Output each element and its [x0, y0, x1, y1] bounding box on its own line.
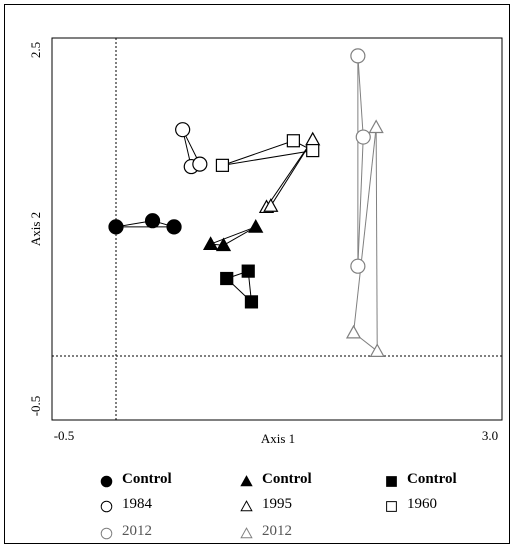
- legend-symbol-square: [386, 501, 397, 512]
- data-point-triangle: [369, 343, 385, 357]
- reference-lines: [52, 38, 502, 420]
- connection-line: [357, 137, 364, 267]
- y-tick-label-min: -0.5: [28, 396, 43, 417]
- legend-marker: [386, 501, 397, 512]
- y-axis-label: Axis 2: [28, 212, 43, 246]
- data-point-triangle: [248, 219, 264, 233]
- legend-marker: [240, 475, 253, 487]
- legend-marker: [386, 476, 397, 487]
- legend-marker: [100, 475, 113, 488]
- data-points: [108, 48, 385, 357]
- data-point-triangle: [215, 237, 232, 252]
- x-axis-label: Axis 1: [261, 431, 295, 446]
- figure-frame: [4, 4, 510, 544]
- x-tick-label-max: 3.0: [482, 428, 498, 443]
- legend-symbol-circle: [100, 527, 113, 540]
- data-point-circle: [166, 219, 182, 235]
- data-point-square: [241, 264, 255, 278]
- connection-line: [353, 127, 377, 333]
- connection-line: [222, 140, 294, 166]
- connection-line: [210, 226, 256, 245]
- connection-line: [266, 139, 314, 208]
- legend-label: Control: [407, 471, 457, 487]
- x-tick-label-min: -0.5: [54, 428, 75, 443]
- legend-symbol-triangle: [240, 527, 253, 539]
- data-point-circle: [144, 213, 161, 229]
- legend-label: 1984: [122, 496, 152, 512]
- legend-label: 2012: [262, 523, 292, 539]
- legend-label: 2012: [122, 523, 152, 539]
- data-point-triangle: [305, 131, 321, 146]
- legend-marker: [240, 527, 253, 539]
- data-point-square: [215, 158, 230, 172]
- data-point-triangle: [345, 324, 362, 339]
- plot-area: [51, 37, 503, 421]
- connection-line: [222, 150, 313, 166]
- data-point-circle: [350, 258, 366, 274]
- legend-label: 1995: [262, 496, 292, 512]
- legend-marker: [100, 527, 113, 540]
- data-point-square: [220, 271, 234, 286]
- legend-label: Control: [262, 471, 312, 487]
- data-point-triangle: [263, 198, 279, 212]
- legend-label: Control: [122, 471, 172, 487]
- connection-line: [357, 55, 364, 138]
- legend-marker: [100, 500, 113, 513]
- legend-symbol-triangle: [240, 500, 253, 512]
- connection-line: [375, 127, 378, 352]
- data-point-square: [244, 295, 259, 309]
- data-point-circle: [175, 122, 191, 138]
- data-point-square: [286, 134, 300, 148]
- data-point-triangle: [202, 236, 219, 250]
- legend-label: 1960: [407, 496, 437, 512]
- legend-symbol-square: [386, 476, 397, 487]
- legend-symbol-triangle: [240, 475, 253, 487]
- data-point-square: [306, 143, 320, 158]
- data-point-circle: [192, 156, 208, 172]
- y-tick-label-max: 2.5: [28, 42, 43, 58]
- legend-symbol-circle: [100, 500, 113, 513]
- data-point-circle: [355, 129, 371, 145]
- data-point-circle: [350, 48, 366, 64]
- legend-marker: [240, 500, 253, 512]
- data-point-triangle: [368, 119, 384, 134]
- data-point-circle: [108, 219, 124, 235]
- legend-symbol-circle: [100, 475, 113, 488]
